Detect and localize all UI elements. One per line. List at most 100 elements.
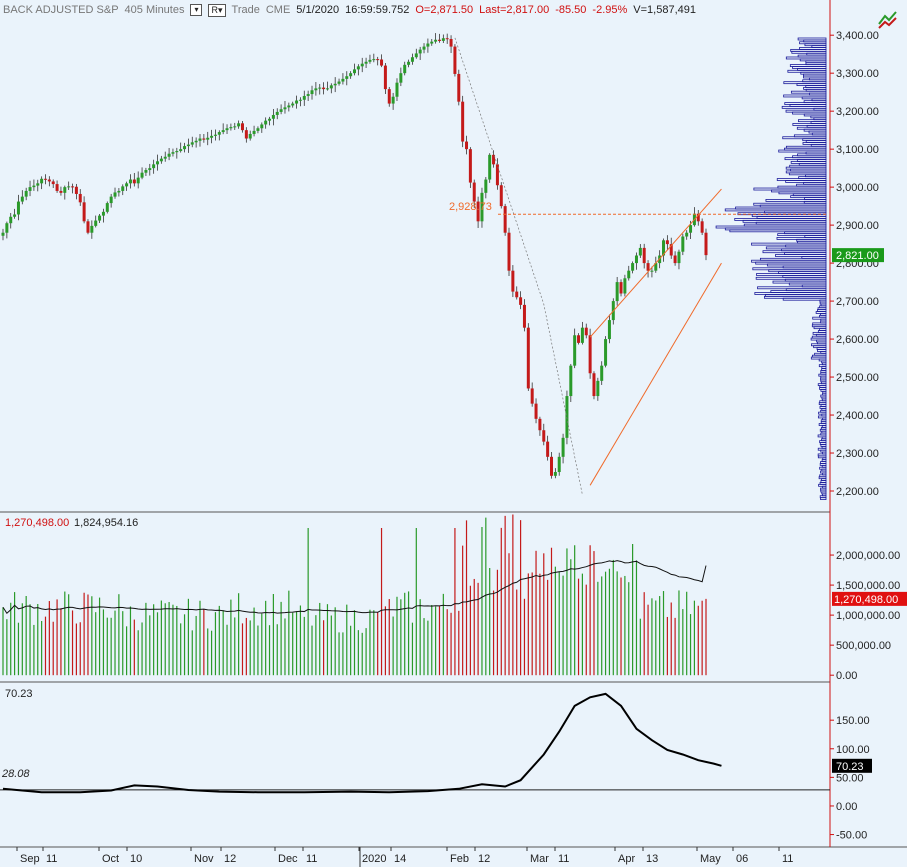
profile-bar [814, 352, 827, 356]
candle-body [217, 132, 221, 135]
candle-body [1, 232, 5, 236]
candle-body [449, 38, 453, 47]
candle-body [457, 73, 461, 102]
price-tick-label: 3,200.00 [836, 106, 879, 118]
candle-body [530, 388, 534, 404]
candle-body [468, 149, 472, 183]
profile-bar [785, 109, 827, 113]
mode-label: R [211, 4, 218, 15]
candle-body [175, 151, 179, 153]
candle-body [152, 164, 156, 169]
candle-body [349, 73, 353, 77]
candle-body [256, 128, 260, 131]
candle-body [522, 304, 526, 328]
interval-dropdown-icon[interactable]: ▾ [190, 4, 203, 16]
candle-body [260, 124, 264, 129]
candle-body [368, 59, 372, 62]
candle-body [623, 278, 627, 294]
candle-body [318, 87, 322, 89]
candle-body [287, 105, 291, 108]
candle-body [59, 190, 63, 193]
candle-body [337, 81, 341, 84]
candle-body [561, 437, 565, 457]
volume-tick-label: 1,500,000.00 [836, 580, 900, 592]
candle-body [604, 339, 608, 366]
time-tick-label: May [700, 853, 721, 865]
candle-body [480, 192, 484, 222]
candle-body [144, 170, 148, 173]
candle-body [132, 179, 136, 184]
candle-body [28, 187, 32, 191]
candle-body [353, 69, 356, 74]
candle-body [125, 183, 129, 187]
date-label: 5/1/2020 [296, 4, 340, 16]
candle-body [526, 327, 530, 389]
candle-body [74, 186, 78, 194]
candle-body [395, 82, 399, 97]
candle-body [669, 244, 673, 256]
candle-body [202, 138, 206, 140]
candle-body [461, 101, 465, 142]
candle-body [685, 232, 689, 237]
candle-body [519, 297, 523, 305]
trade-label: Trade [231, 4, 260, 16]
chart-header: BACK ADJUSTED S&P 405 Minutes ▾ R▾ Trade… [0, 0, 833, 20]
candle-body [414, 53, 418, 58]
time-tick-label: 11 [306, 853, 317, 865]
time-tick-label: Oct [102, 853, 119, 865]
oscillator-value-badge-label: 70.23 [836, 761, 864, 773]
open-price: O=2,871.50 [415, 4, 474, 16]
candle-body [198, 138, 202, 141]
candle-body [654, 263, 658, 271]
candle-body [55, 184, 59, 191]
candle-body [210, 135, 214, 138]
candle-body [441, 38, 445, 41]
candle-body [584, 327, 588, 336]
price-tick-label: 3,300.00 [836, 68, 879, 80]
trend-channel-upper [589, 188, 722, 338]
candle-body [268, 118, 272, 121]
mode-dropdown[interactable]: R▾ [208, 3, 226, 17]
candle-body [569, 365, 573, 397]
volume-tick-label: 500,000.00 [836, 640, 891, 652]
profile-bar [797, 37, 827, 41]
candle-body [98, 215, 102, 221]
time-tick-label: Feb [450, 853, 469, 865]
candle-body [322, 87, 326, 90]
candle-body [592, 373, 596, 397]
last-price-badge [832, 248, 884, 263]
time-tick-label: 11 [46, 853, 57, 865]
candle-body [534, 403, 538, 419]
candle-body [642, 247, 646, 264]
candle-body [78, 193, 82, 203]
candle-body [689, 225, 693, 233]
candle-body [407, 61, 411, 65]
candle-body [13, 214, 17, 217]
candle-body [101, 211, 105, 216]
candle-body [577, 335, 581, 343]
time-tick-label: 2020 [362, 853, 386, 865]
candle-body [136, 177, 140, 184]
chart-tools-icon[interactable] [877, 8, 899, 30]
candle-body [63, 187, 67, 193]
candle-body [418, 49, 422, 54]
candle-body [109, 196, 113, 204]
volume-value-badge-label: 1,270,498.00 [834, 594, 898, 606]
candle-body [376, 59, 380, 61]
candle-body [472, 182, 476, 202]
time-tick-label: 12 [478, 853, 490, 865]
oscillator-tick-label: 150.00 [836, 715, 870, 727]
candle-body [167, 153, 171, 157]
candle-body [71, 186, 75, 188]
candle-body [20, 196, 24, 202]
candle-body [67, 186, 71, 188]
candle-body [503, 206, 507, 233]
candle-body [662, 240, 666, 256]
volume-value-label: 1,270,498.00 [5, 517, 70, 529]
profile-bar [757, 286, 827, 290]
candle-body [128, 179, 132, 184]
candle-body [437, 39, 441, 41]
profile-bar [793, 134, 827, 138]
time-tick-label: 11 [558, 853, 569, 865]
